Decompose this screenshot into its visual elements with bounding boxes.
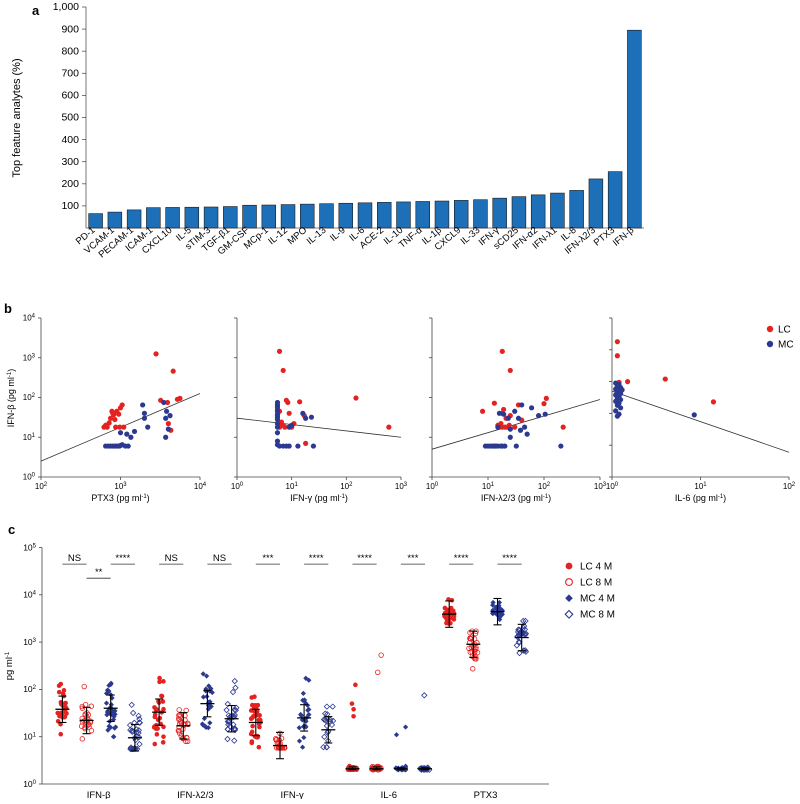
svg-text:104: 104 xyxy=(23,590,36,600)
svg-text:102: 102 xyxy=(783,482,796,491)
svg-text:102: 102 xyxy=(340,482,353,491)
svg-text:400: 400 xyxy=(61,134,79,146)
svg-text:NS: NS xyxy=(68,553,81,564)
svg-text:PTX3 (pg ml-1): PTX3 (pg ml-1) xyxy=(91,493,149,503)
svg-text:102: 102 xyxy=(538,482,551,491)
svg-text:LC 8 M: LC 8 M xyxy=(580,577,612,588)
svg-text:103: 103 xyxy=(395,482,408,491)
svg-text:104: 104 xyxy=(23,314,36,323)
svg-text:PTX3: PTX3 xyxy=(474,790,498,799)
svg-text:IFN-λ2/3 (pg ml-1): IFN-λ2/3 (pg ml-1) xyxy=(481,493,551,503)
svg-text:NS: NS xyxy=(165,553,178,564)
svg-text:100: 100 xyxy=(23,779,36,789)
svg-text:500: 500 xyxy=(61,112,79,124)
svg-text:1,000: 1,000 xyxy=(53,1,79,13)
svg-text:MC 4 M: MC 4 M xyxy=(580,594,615,605)
svg-text:b: b xyxy=(4,301,12,316)
svg-text:101: 101 xyxy=(23,732,36,742)
svg-text:pg ml-1: pg ml-1 xyxy=(4,651,15,680)
svg-text:IFN-γ (pg ml-1): IFN-γ (pg ml-1) xyxy=(290,493,348,503)
svg-text:LC 4 M: LC 4 M xyxy=(580,561,612,572)
svg-text:**: ** xyxy=(95,567,103,578)
svg-text:***: *** xyxy=(407,553,418,564)
svg-text:****: **** xyxy=(115,553,130,564)
svg-text:101: 101 xyxy=(286,482,299,491)
svg-text:700: 700 xyxy=(61,68,79,80)
svg-text:MC: MC xyxy=(778,340,794,351)
svg-text:101: 101 xyxy=(23,433,36,442)
svg-text:IL-6 (pg ml-1): IL-6 (pg ml-1) xyxy=(675,493,726,503)
svg-text:****: **** xyxy=(454,553,469,564)
svg-text:101: 101 xyxy=(482,482,495,491)
svg-text:****: **** xyxy=(357,553,372,564)
svg-text:100: 100 xyxy=(231,482,244,491)
svg-text:****: **** xyxy=(309,553,324,564)
svg-text:LC: LC xyxy=(778,325,791,336)
svg-text:300: 300 xyxy=(61,156,79,168)
svg-text:100: 100 xyxy=(61,200,79,212)
svg-text:****: **** xyxy=(502,553,517,564)
svg-text:a: a xyxy=(32,3,40,18)
svg-text:100: 100 xyxy=(426,482,439,491)
svg-text:102: 102 xyxy=(35,482,48,491)
svg-text:103: 103 xyxy=(23,353,36,362)
svg-text:103: 103 xyxy=(23,637,36,647)
svg-text:NS: NS xyxy=(213,553,226,564)
svg-text:103: 103 xyxy=(114,482,127,491)
svg-text:PTX3: PTX3 xyxy=(592,225,617,249)
svg-text:600: 600 xyxy=(61,90,79,102)
svg-text:IFN-β: IFN-β xyxy=(87,790,111,799)
svg-text:103: 103 xyxy=(594,482,607,491)
svg-text:104: 104 xyxy=(194,482,207,491)
svg-text:900: 900 xyxy=(61,23,79,35)
svg-text:MC 8 M: MC 8 M xyxy=(580,610,615,621)
svg-text:105: 105 xyxy=(23,542,36,552)
svg-text:IFN-β (pg ml-1): IFN-β (pg ml-1) xyxy=(6,369,16,428)
svg-text:Top feature analytes (%): Top feature analytes (%) xyxy=(11,58,23,177)
svg-text:IL-6: IL-6 xyxy=(381,790,397,799)
svg-text:***: *** xyxy=(262,553,273,564)
svg-text:800: 800 xyxy=(61,45,79,57)
svg-text:100: 100 xyxy=(23,473,36,482)
svg-text:IFN-γ: IFN-γ xyxy=(280,790,303,799)
svg-text:102: 102 xyxy=(23,393,36,402)
svg-text:200: 200 xyxy=(61,178,79,190)
svg-text:IFN-λ2/3: IFN-λ2/3 xyxy=(177,790,213,799)
svg-text:102: 102 xyxy=(23,684,36,694)
svg-text:c: c xyxy=(8,522,15,537)
svg-text:101: 101 xyxy=(694,482,707,491)
svg-text:100: 100 xyxy=(606,482,619,491)
